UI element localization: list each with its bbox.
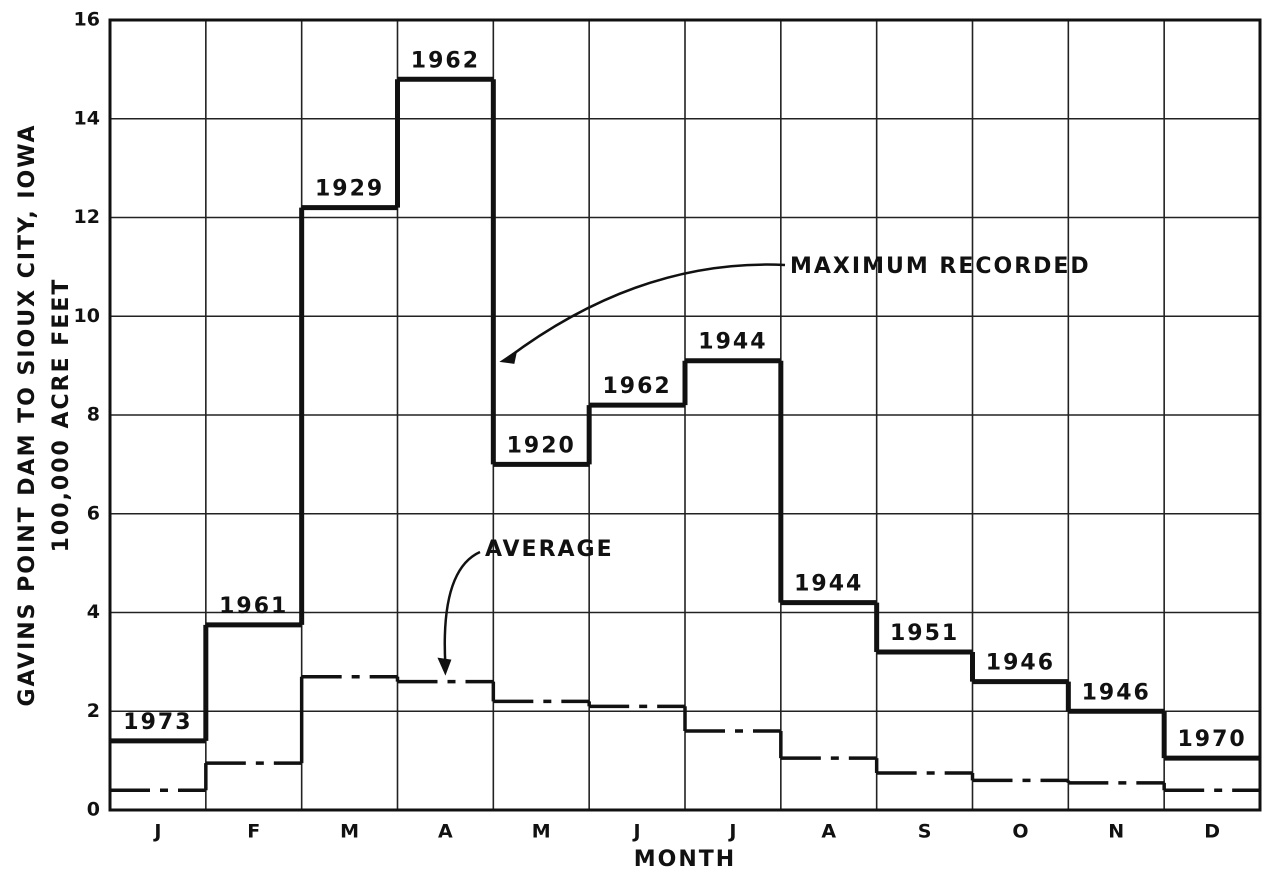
x-tick-label: M [340,821,359,843]
year-label: 1962 [602,374,671,399]
series-annotation: AVERAGE [485,537,614,562]
x-tick-label: D [1204,821,1220,843]
x-tick-label: A [438,821,453,843]
y-tick-label: 12 [74,206,100,228]
y-axis-label: 100,000 ACRE FEET [49,278,74,553]
x-tick-label: J [632,821,641,843]
y-tick-label: 0 [87,799,100,821]
x-tick-label: J [152,821,161,843]
annotation-arrow [504,263,786,361]
year-label: 1973 [123,710,192,735]
year-label: 1961 [219,594,288,619]
year-label: 1962 [411,48,480,73]
y-tick-label: 4 [87,601,100,623]
year-label: 1929 [315,177,384,202]
x-tick-label: A [821,821,836,843]
x-tick-label: F [247,821,260,843]
x-axis-label: MONTH [634,847,736,872]
annotation-arrow [443,550,481,666]
y-tick-label: 14 [74,107,100,129]
year-label: 1946 [986,651,1055,676]
x-tick-label: O [1012,821,1028,843]
series-annotation: MAXIMUM RECORDED [790,254,1091,279]
arrow-head [437,657,452,676]
x-tick-label: N [1108,821,1124,843]
year-label: 1944 [794,572,863,597]
year-label: 1951 [890,621,959,646]
y-tick-label: 8 [87,404,100,426]
x-tick-label: S [918,821,932,843]
y-tick-label: 2 [87,700,100,722]
x-tick-label: M [532,821,551,843]
y-tick-label: 16 [74,9,100,31]
y-tick-label: 6 [87,502,100,524]
year-label: 1944 [698,330,767,355]
year-label: 1970 [1177,727,1246,752]
y-axis-label: GAVINS POINT DAM TO SIOUX CITY, IOWA [15,123,40,706]
y-tick-label: 10 [74,305,100,327]
year-label: 1920 [507,433,576,458]
year-label: 1946 [1082,680,1151,705]
x-tick-label: J [727,821,736,843]
plot-frame [108,18,1262,812]
arrow-head [499,349,518,364]
